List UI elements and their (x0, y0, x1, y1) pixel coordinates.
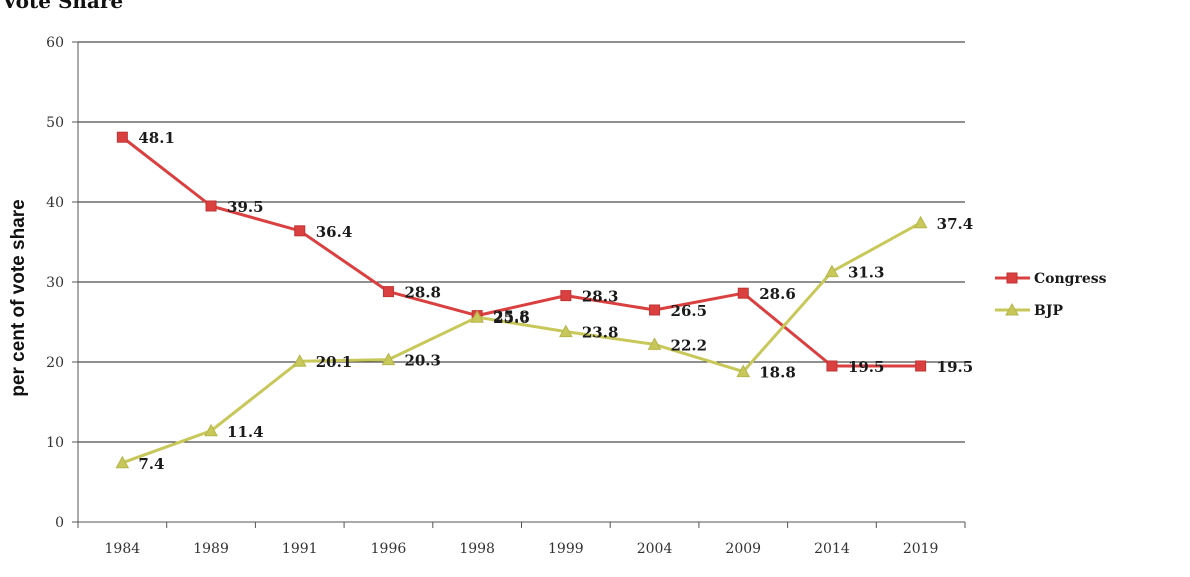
bjp-point (559, 324, 573, 338)
legend-bjp-label: BJP (1034, 303, 1063, 319)
x-tick-label: 2009 (725, 541, 761, 557)
congress-data-label: 28.3 (582, 288, 619, 306)
bjp-data-label: 20.1 (316, 353, 353, 371)
congress-point (649, 304, 661, 316)
y-tick-label: 20 (46, 355, 64, 371)
bjp-data-label: 11.4 (227, 423, 264, 441)
legend: Congress BJP (995, 271, 1107, 319)
congress-point (737, 287, 749, 299)
bjp-point (470, 310, 484, 323)
legend-bjp-marker (1005, 302, 1019, 316)
bjp-point (115, 455, 130, 469)
bjp-data-label: 31.3 (848, 264, 885, 282)
x-tick-label: 1984 (105, 541, 141, 557)
bjp-point (647, 337, 662, 350)
congress-point (294, 225, 306, 237)
congress-data-label: 48.1 (138, 129, 175, 147)
gridlines (78, 41, 965, 443)
congress-data-label: 28.6 (759, 285, 796, 303)
bjp-data-label: 22.2 (671, 336, 708, 354)
series (115, 131, 928, 469)
bjp-data-label: 23.8 (582, 324, 619, 342)
congress-point (915, 360, 927, 372)
bjp-data-label: 18.8 (759, 364, 796, 382)
y-tick-label: 40 (46, 195, 64, 211)
congress-data-label: 28.8 (404, 284, 441, 302)
x-tick-label: 1989 (193, 541, 229, 557)
y-tick-label: 10 (46, 435, 64, 451)
congress-data-label: 39.5 (227, 198, 264, 216)
y-tick-label: 0 (55, 515, 64, 531)
legend-congress-label: Congress (1034, 271, 1107, 287)
congress-point (205, 200, 217, 212)
congress-data-label: 19.5 (937, 358, 974, 376)
x-tick-label: 2014 (814, 541, 850, 557)
bjp-point (825, 264, 839, 278)
bjp-point (292, 354, 307, 367)
congress-data-label: 36.4 (316, 223, 353, 241)
x-tick-label: 2019 (903, 541, 939, 557)
bjp-data-label: 20.3 (404, 352, 441, 370)
bjp-line (121, 221, 922, 465)
congress-line (121, 136, 921, 368)
bjp-point (736, 364, 751, 378)
congress-point (826, 360, 838, 372)
data-labels: 48.1 39.5 36.4 28.8 25.8 28.3 26.5 28.6 19.5 19.5… (138, 129, 973, 473)
bjp-data-label: 25.6 (493, 309, 530, 327)
chart-title: Vote Share (2, 0, 124, 13)
x-tick-label: 1999 (548, 541, 584, 557)
y-axis-title: per cent of vote share (8, 199, 29, 396)
bjp-data-label: 7.4 (138, 455, 164, 473)
x-tick-label: 1998 (459, 541, 495, 557)
x-tick-label: 1996 (371, 541, 407, 557)
congress-point (560, 290, 572, 302)
axes: 0 10 20 30 40 50 60 1984 1989 1991 1996 1998 1999 200… (46, 35, 966, 557)
bjp-point (204, 423, 218, 437)
congress-data-label: 19.5 (848, 358, 885, 376)
bjp-data-label: 37.4 (937, 215, 974, 233)
bjp-point (913, 215, 928, 229)
congress-point (116, 131, 128, 143)
x-tick-label: 2004 (637, 541, 673, 557)
y-tick-label: 60 (46, 35, 64, 51)
congress-data-label: 25.8 (493, 308, 530, 326)
bjp-point (381, 352, 396, 366)
x-tick-label: 1991 (282, 541, 318, 557)
y-tick-label: 50 (46, 115, 64, 131)
y-tick-label: 30 (46, 275, 64, 291)
congress-data-label: 26.5 (671, 302, 708, 320)
legend-congress-marker (1006, 272, 1018, 284)
congress-point (382, 286, 394, 298)
